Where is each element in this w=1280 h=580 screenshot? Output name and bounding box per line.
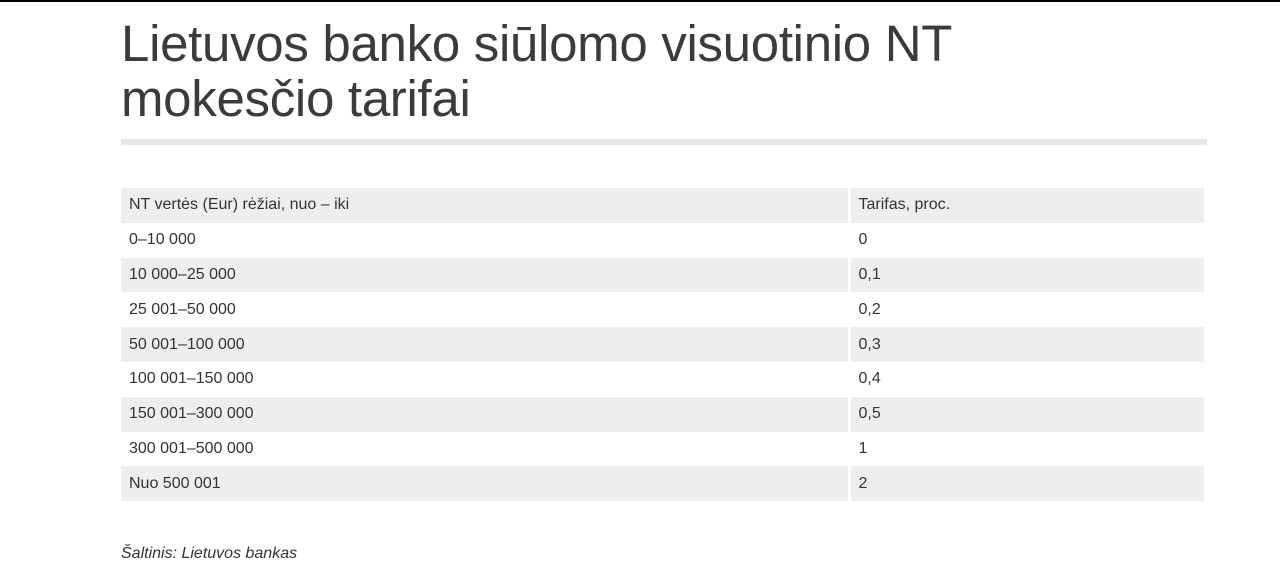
- table-row: 150 001–300 000 0,5: [121, 396, 1204, 432]
- cell-value-range: 25 001–50 000: [121, 292, 851, 328]
- table-row: 0–10 000 0: [121, 222, 1204, 258]
- table-row: 300 001–500 000 1: [121, 431, 1204, 467]
- source-note: Šaltinis: Lietuvos bankas: [121, 545, 298, 562]
- cell-value-range: 10 000–25 000: [121, 257, 851, 293]
- cell-rate: 1: [858, 439, 868, 457]
- column-header-rate: Tarifas, proc.: [849, 188, 1204, 223]
- title-divider: [121, 139, 1207, 145]
- column-header-value-range: NT vertės (Eur) rėžiai, nuo – iki: [121, 188, 851, 223]
- cell-rate: 0,5: [849, 396, 1204, 432]
- table-row: 25 001–50 000 0,2: [121, 292, 1204, 328]
- cell-rate: 0,2: [858, 300, 881, 318]
- table-row: 100 001–150 000 0,4: [121, 361, 1204, 397]
- cell-rate: 0,1: [849, 257, 1204, 293]
- cell-value-range: Nuo 500 001: [121, 466, 851, 502]
- table-header-row: NT vertės (Eur) rėžiai, nuo – iki Tarifa…: [121, 188, 1204, 223]
- cell-rate: 0: [858, 231, 868, 249]
- table-row: Nuo 500 001 2: [121, 466, 1204, 502]
- cell-rate: 2: [849, 466, 1204, 502]
- table-row: 10 000–25 000 0,1: [121, 257, 1204, 293]
- tax-rate-table: NT vertės (Eur) rėžiai, nuo – iki Tarifa…: [121, 188, 1204, 502]
- page-title: Lietuvos banko siūlomo visuotinio NT mok…: [121, 15, 952, 127]
- cell-value-range: 0–10 000: [121, 222, 851, 258]
- cell-value-range: 300 001–500 000: [121, 431, 851, 467]
- cell-rate: 0,4: [858, 370, 881, 388]
- cell-rate: 0,3: [849, 327, 1204, 362]
- cell-value-range: 150 001–300 000: [121, 396, 851, 432]
- cell-value-range: 50 001–100 000: [121, 327, 851, 362]
- cell-value-range: 100 001–150 000: [121, 361, 851, 397]
- table-row: 50 001–100 000 0,3: [121, 327, 1204, 362]
